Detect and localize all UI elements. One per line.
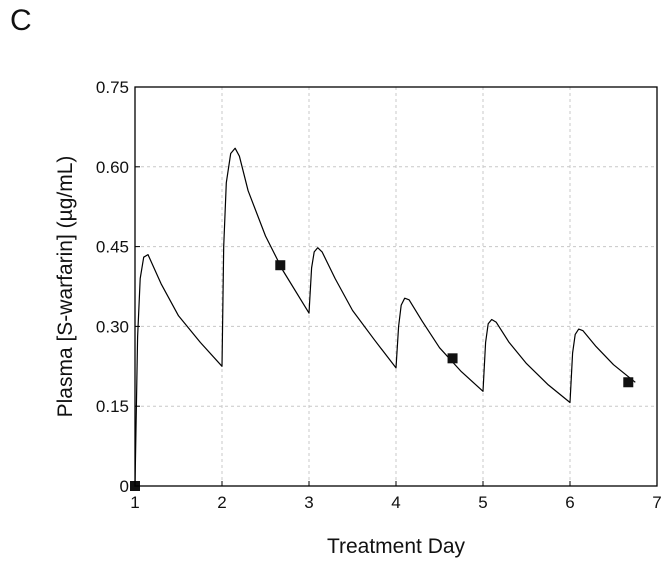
grid xyxy=(135,87,657,486)
ticks-layer: 1 2 3 4 5 6 7 0 0.15 0.30 0.45 0.60 0.75 xyxy=(96,78,662,512)
y-tick-label: 0.60 xyxy=(96,158,129,177)
y-tick-label: 0.30 xyxy=(96,317,129,336)
x-tick-label: 1 xyxy=(130,493,139,512)
x-tick-label: 2 xyxy=(217,493,226,512)
y-tick-label: 0.45 xyxy=(96,238,129,257)
observed-point xyxy=(623,377,634,388)
x-tick-label: 3 xyxy=(304,493,313,512)
concentration-line xyxy=(134,147,636,487)
x-axis-label: Treatment Day xyxy=(327,535,466,558)
observed-point xyxy=(275,260,286,271)
x-tick-label: 7 xyxy=(652,493,661,512)
x-tick-label: 4 xyxy=(391,493,400,512)
y-tick-label: 0.15 xyxy=(96,397,129,416)
series-layer xyxy=(130,147,636,491)
y-axis-label: Plasma [S-warfarin] (µg/mL) xyxy=(54,156,77,418)
observed-point xyxy=(447,353,458,364)
y-tick-label: 0.75 xyxy=(96,78,129,97)
x-tick-label: 5 xyxy=(478,493,487,512)
panel-label: C xyxy=(10,4,32,37)
x-tick-label: 6 xyxy=(565,493,574,512)
y-tick-label: 0 xyxy=(120,477,129,496)
